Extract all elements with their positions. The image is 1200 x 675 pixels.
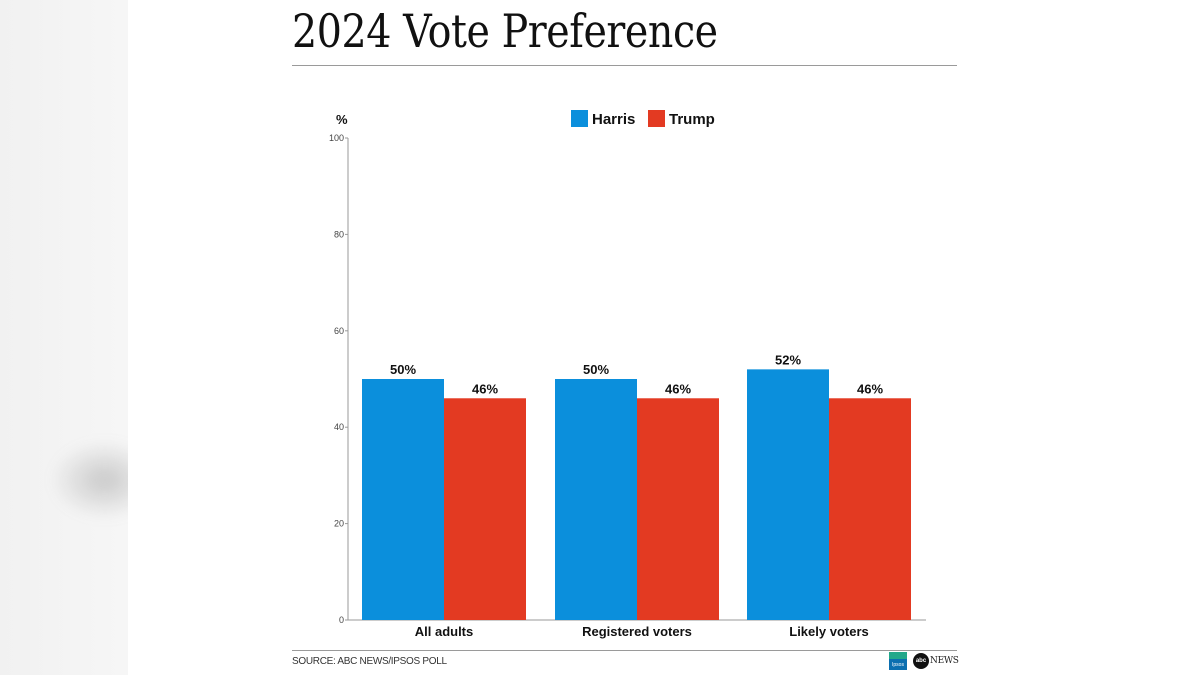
ipsos-logo-text: Ipsos [892,662,904,668]
bar-trump-1 [637,398,719,620]
x-category-label: Registered voters [582,624,692,639]
y-tick-label: 0 [339,615,344,625]
y-tick-label: 100 [329,133,344,143]
data-label-trump-2: 46% [857,381,883,396]
bar-chart: % 0 20 40 60 80 100 Harris Trump 50% 46% All adults… [329,110,926,639]
ipsos-logo: Ipsos [889,652,907,670]
right-backdrop [958,0,1200,675]
abc-logo-mark: abc [913,653,929,669]
left-backdrop [0,0,160,675]
bar-harris-0 [362,379,444,620]
x-category-label: Likely voters [789,624,869,639]
abc-news-logo: abc NEWS [913,653,959,669]
bar-harris-1 [555,379,637,620]
abc-logo-news: NEWS [930,656,959,666]
title-divider [292,65,957,66]
y-tick-label: 80 [334,229,344,239]
bar-trump-2 [829,398,911,620]
data-label-harris-0: 50% [390,362,416,377]
data-label-trump-0: 46% [472,381,498,396]
footer-logos: Ipsos abc NEWS [889,652,959,670]
footer-divider [292,650,957,651]
legend-swatch-harris [571,110,588,127]
chart-title: 2024 Vote Preference [292,4,718,58]
y-tick-label: 20 [334,519,344,529]
source-note: SOURCE: ABC NEWS/IPSOS POLL [292,656,447,667]
data-label-harris-2: 52% [775,352,801,367]
legend-label-trump: Trump [669,111,715,128]
x-category-label: All adults [415,624,474,639]
y-tick-label: 60 [334,326,344,336]
legend-swatch-trump [648,110,665,127]
legend-label-harris: Harris [592,111,635,128]
data-label-harris-1: 50% [583,362,609,377]
y-tick-label: 40 [334,422,344,432]
y-axis-label: % [336,112,348,127]
bar-trump-0 [444,398,526,620]
bar-harris-2 [747,369,829,620]
data-label-trump-1: 46% [665,381,691,396]
